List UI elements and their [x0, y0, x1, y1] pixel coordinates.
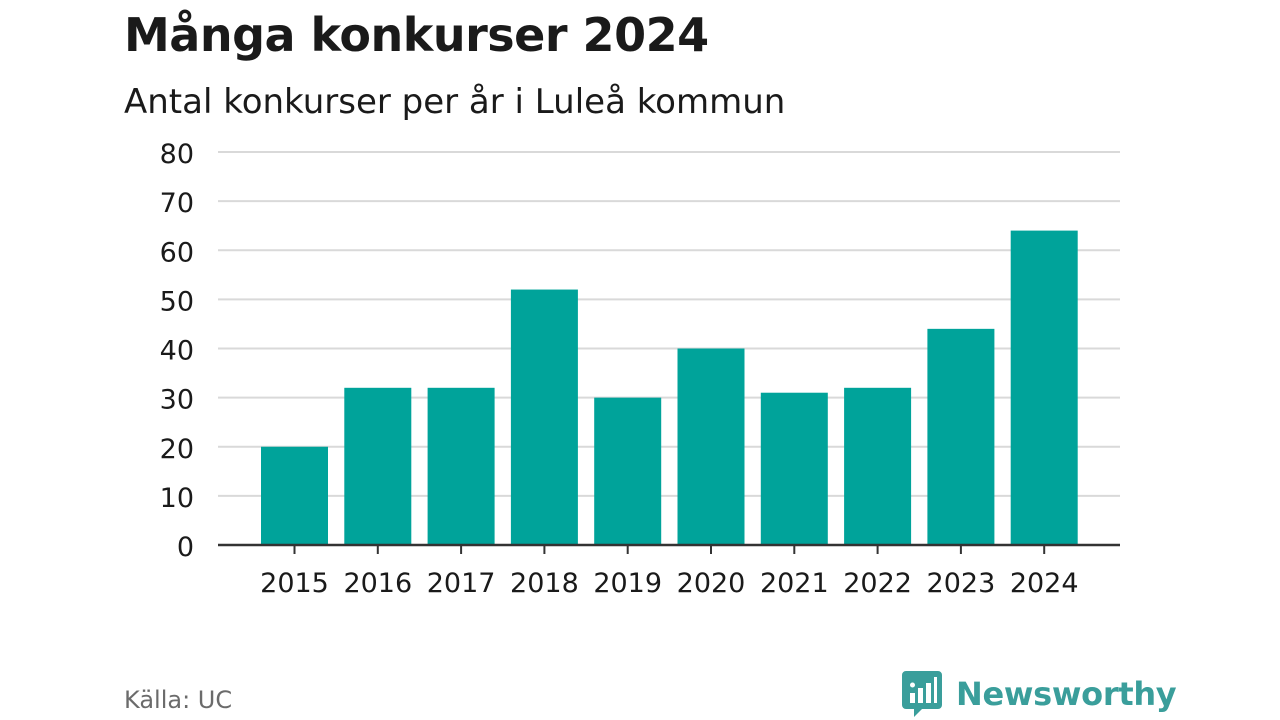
x-tick-label: 2019 — [593, 568, 662, 599]
chart-title: Många konkurser 2024 — [124, 8, 709, 62]
bar-2021 — [760, 392, 828, 545]
y-tick-label: 80 — [160, 139, 194, 170]
bar-2016 — [344, 387, 412, 545]
newsworthy-brand: Newsworthy — [902, 670, 1177, 718]
source-note: Källa: UC — [124, 686, 233, 714]
x-tick-label: 2022 — [843, 568, 912, 599]
bar-2015 — [261, 446, 328, 545]
chart-subtitle: Antal konkurser per år i Luleå kommun — [124, 82, 786, 122]
x-tick-label: 2016 — [343, 568, 412, 599]
bar-chart-speech-bubble-icon — [902, 671, 942, 717]
bar-2019 — [594, 397, 662, 545]
bar-2018 — [510, 289, 578, 545]
y-tick-label: 70 — [160, 188, 194, 219]
x-tick-label: 2017 — [427, 568, 496, 599]
x-tick-label: 2023 — [927, 568, 996, 599]
x-tick-label: 2015 — [260, 568, 329, 599]
x-tick-label: 2018 — [510, 568, 579, 599]
y-tick-label: 10 — [160, 483, 194, 514]
x-tick-label: 2020 — [677, 568, 746, 599]
x-tick-label: 2024 — [1010, 568, 1079, 599]
bars — [261, 230, 1078, 545]
x-tick-labels: 2015 2016 2017 2018 2019 2020 2021 2022 2023 2024 — [260, 568, 1078, 599]
brand-name: Newsworthy — [956, 675, 1177, 713]
y-tick-label: 20 — [160, 434, 194, 465]
y-tick-labels: 0 10 20 30 40 50 60 70 80 — [160, 139, 194, 563]
x-tick-label: 2021 — [760, 568, 829, 599]
y-tick-label: 0 — [177, 532, 194, 563]
y-tick-label: 60 — [160, 237, 194, 268]
y-tick-label: 30 — [160, 385, 194, 416]
x-axis — [218, 543, 1120, 554]
y-tick-label: 50 — [160, 286, 194, 317]
bar-2020 — [677, 348, 745, 545]
y-tick-label: 40 — [160, 336, 194, 367]
bar-2024 — [1010, 230, 1078, 545]
bar-2022 — [844, 387, 912, 545]
bar-2017 — [427, 387, 495, 545]
bar-2023 — [927, 328, 995, 545]
